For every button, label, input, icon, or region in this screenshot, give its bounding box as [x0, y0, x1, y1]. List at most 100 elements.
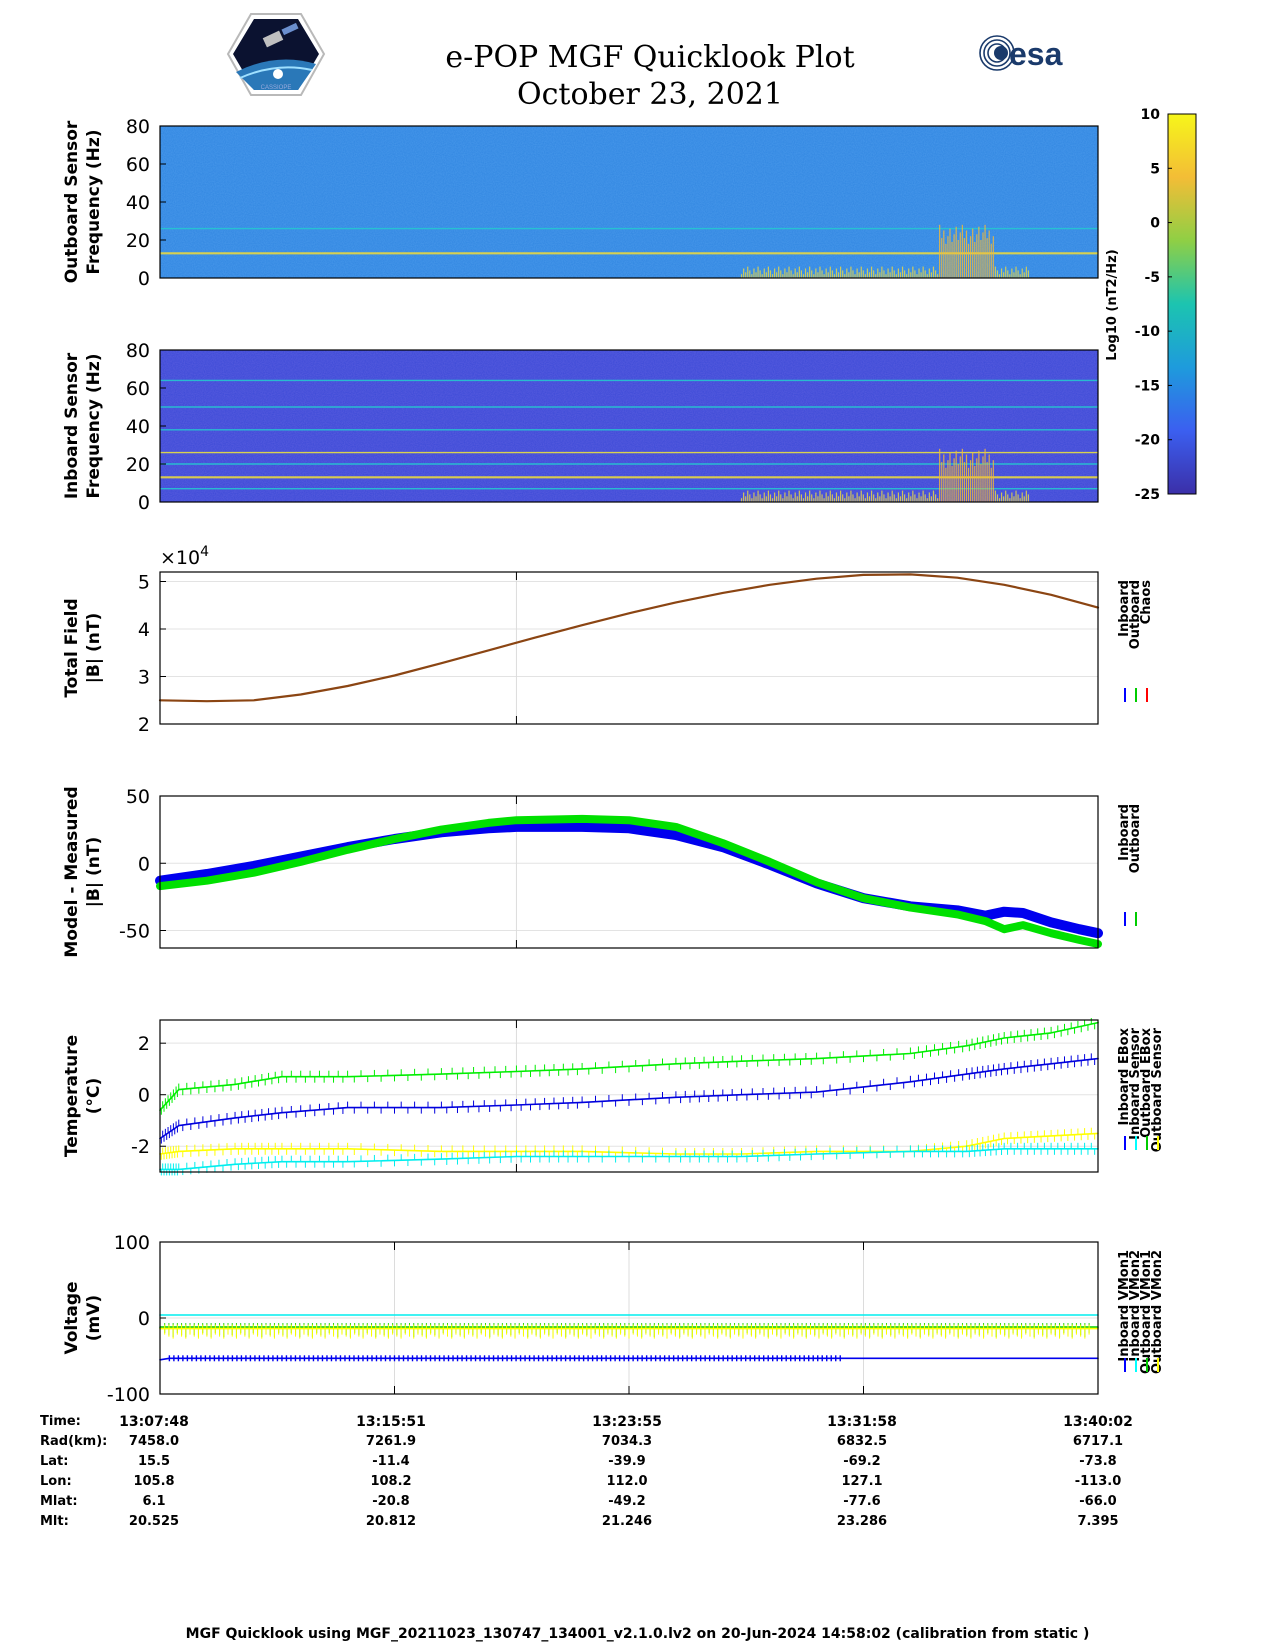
ephemeris-cell: -11.4 — [372, 1454, 410, 1469]
ephemeris-cell: 127.1 — [841, 1474, 883, 1489]
y-tick-label: 50 — [126, 786, 150, 808]
y-tick-label: 3 — [138, 667, 150, 689]
y-axis-label: |B| (nT) — [84, 613, 104, 684]
ephemeris-cell: 13:40:02 — [1063, 1414, 1133, 1430]
ephemeris-cell: 112.0 — [606, 1474, 648, 1489]
y-tick-label: 80 — [126, 116, 150, 138]
y-tick-label: 40 — [126, 416, 150, 438]
legend-entry: Outboard VMon2 — [1150, 1250, 1165, 1374]
y-tick-label: -50 — [119, 921, 150, 943]
spectrogram-noise — [160, 126, 1098, 278]
ephemeris-cell: 6832.5 — [836, 1434, 888, 1449]
spectrogram-ylabel: Inboard Sensor Frequency (Hz) — [62, 352, 104, 499]
legend-entry: Outboard VMon1 — [1139, 1250, 1154, 1374]
legend-entry: Inboard — [1117, 804, 1132, 861]
y-tick-label: 5 — [138, 572, 150, 594]
ephemeris-cell: -73.8 — [1079, 1454, 1117, 1469]
footer-caption: MGF Quicklook using MGF_20211023_130747_… — [185, 1626, 1090, 1642]
y-tick-label: 0 — [138, 1085, 150, 1107]
total-field-frame — [159, 571, 1099, 725]
y-axis-label: Temperature — [62, 1035, 82, 1157]
ephemeris-cell: 6.1 — [142, 1494, 166, 1509]
y-tick-label: -100 — [107, 1384, 150, 1406]
series-line — [159, 1057, 1099, 1140]
legend-entry: Inboard VMon2 — [1128, 1250, 1143, 1362]
cassiope-logo: CASSIOPE — [226, 13, 326, 96]
colorbar-label: Log10 (nT2/Hz) — [1105, 249, 1120, 360]
ephemeris-cell: -113.0 — [1074, 1474, 1122, 1489]
ephemeris-cell: 13:23:55 — [592, 1414, 662, 1430]
colorbar-tick-label: 10 — [1141, 107, 1161, 123]
svg-text:CASSIOPE: CASSIOPE — [261, 85, 292, 91]
model-measured-series — [155, 814, 1103, 948]
y-axis-label: Outboard Sensor — [62, 120, 82, 283]
legend-entry: Outboard — [1128, 580, 1143, 649]
y-tick-label: -2 — [131, 1136, 150, 1158]
y-tick-label: 0 — [138, 853, 150, 875]
ephemeris-cell: 7458.0 — [128, 1434, 180, 1449]
temperature-ylabel: Temperature (°C) — [62, 1035, 104, 1157]
colorbar-tick-label: -10 — [1135, 324, 1161, 340]
ephemeris-row-label: Lat: — [40, 1454, 69, 1469]
ephemeris-cell: 15.5 — [137, 1454, 171, 1469]
y-axis-label: |B| (nT) — [84, 837, 104, 908]
y-tick-label: 4 — [138, 619, 150, 641]
colorbar-tick-label: -25 — [1135, 487, 1160, 503]
spectrogram-ylabel: Outboard Sensor Frequency (Hz) — [62, 120, 104, 283]
total-field-series — [158, 573, 1100, 703]
y-axis-label: Voltage — [62, 1281, 82, 1354]
model-measured-ylabel: Model - Measured |B| (nT) — [62, 786, 104, 957]
ephemeris-cell: 7261.9 — [365, 1434, 417, 1449]
colorbar-tick-label: -5 — [1144, 270, 1160, 286]
plot-date: October 23, 2021 — [517, 77, 783, 112]
y-tick-label: 40 — [126, 192, 150, 214]
ephemeris-row-label: Time: — [40, 1414, 81, 1429]
legend-entry: Inboard EBox — [1117, 1027, 1132, 1125]
y-tick-label: 80 — [126, 340, 150, 362]
colorbar — [1167, 113, 1197, 495]
legend-entry: Chaos — [1139, 580, 1154, 624]
ephemeris-cell: 7.395 — [1077, 1514, 1119, 1529]
voltage-ylabel: Voltage (mV) — [62, 1281, 104, 1354]
y-axis-label: (°C) — [84, 1078, 104, 1115]
voltage-series — [159, 1314, 1099, 1362]
y-axis-label: Inboard Sensor — [62, 352, 82, 499]
y-axis-label: Total Field — [62, 598, 82, 697]
y-axis-label: Frequency (Hz) — [84, 129, 104, 274]
colorbar-tick-label: -20 — [1135, 433, 1161, 449]
ephemeris-cell: 20.525 — [128, 1514, 180, 1529]
y-tick-label: 2 — [138, 1033, 150, 1055]
esa-logo-text: esa — [1009, 36, 1063, 72]
ephemeris-row-label: Mlat: — [40, 1494, 78, 1509]
legend-entry: Outboard — [1128, 804, 1143, 873]
ephemeris-cell: 13:07:48 — [119, 1414, 189, 1430]
colorbar-tick-label: -15 — [1135, 378, 1160, 394]
y-tick-label: 20 — [126, 230, 150, 252]
temperature-frame — [159, 1019, 1099, 1173]
temperature-series — [159, 1018, 1099, 1176]
y-axis-label: Frequency (Hz) — [84, 353, 104, 498]
y-axis-label: (mV) — [84, 1295, 104, 1341]
y-tick-label: 0 — [138, 1308, 150, 1330]
ephemeris-cell: -39.9 — [608, 1454, 646, 1469]
y-tick-label: 0 — [138, 492, 150, 514]
ephemeris-cell: 20.812 — [365, 1514, 417, 1529]
total-field-ylabel: Total Field |B| (nT) — [62, 598, 104, 697]
series-line — [158, 573, 1100, 703]
colorbar-tick-label: 0 — [1150, 216, 1160, 232]
ephemeris-cell: 23.286 — [836, 1514, 888, 1529]
ephemeris-cell: -49.2 — [608, 1494, 646, 1509]
exponent-label: ×104 — [160, 544, 209, 569]
colorbar-tick-label: 5 — [1150, 161, 1160, 177]
legend-entry: Inboard VMon1 — [1117, 1250, 1132, 1362]
legend-entry: Outboard EBox — [1139, 1027, 1154, 1137]
ephemeris-cell: -69.2 — [843, 1454, 881, 1469]
model-measured-frame — [159, 795, 1099, 949]
spectrogram-noise — [160, 350, 1098, 502]
y-tick-label: 20 — [126, 454, 150, 476]
y-tick-label: 100 — [114, 1232, 150, 1254]
